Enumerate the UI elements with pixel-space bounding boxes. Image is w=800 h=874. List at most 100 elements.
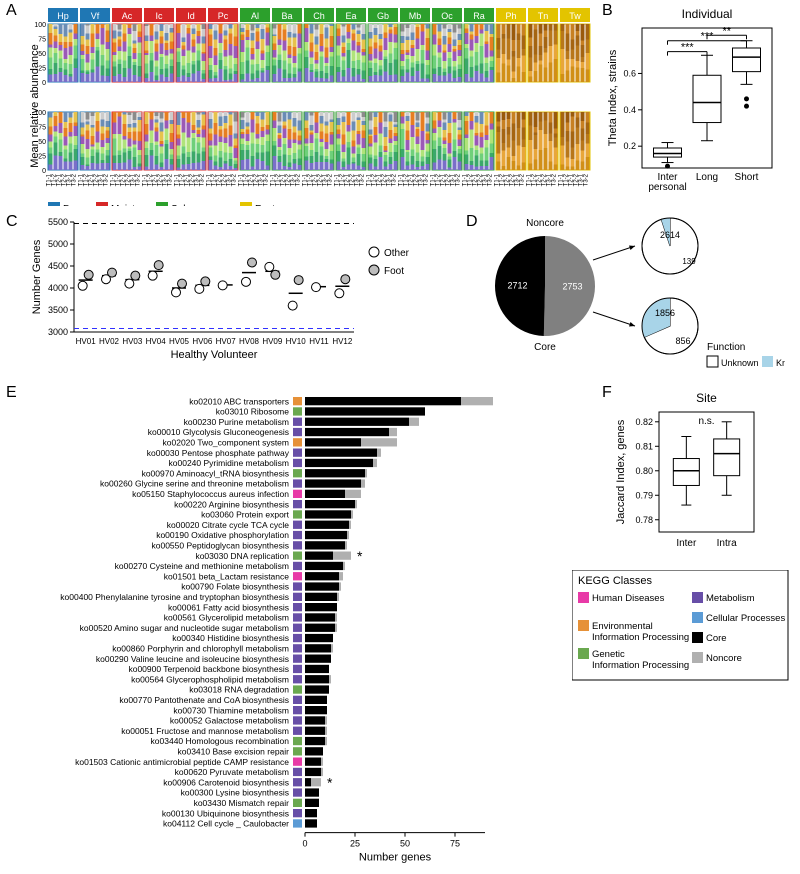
svg-text:Short: Short [735, 172, 759, 183]
svg-text:1856: 1856 [655, 308, 675, 318]
svg-text:ko00010 Glycolysis Gluconeog: ko00010 Glycolysis Gluconeogenesis [148, 427, 289, 437]
svg-text:Vf: Vf [91, 11, 100, 21]
svg-text:ko00130 Ubiquinone biosynthes: ko00130 Ubiquinone biosynthesis [162, 808, 289, 818]
svg-text:Human Diseases: Human Diseases [592, 593, 665, 604]
svg-text:ko01501 beta_Lactam resistanc: ko01501 beta_Lactam resistance [164, 571, 289, 581]
svg-text:T3-2: T3-2 [392, 173, 398, 186]
kegg-legend: KEGG Classes Human Diseases EnvironmentalI… [572, 570, 792, 700]
svg-text:ko00564 Glycerophospholipid m: ko00564 Glycerophospholipid metabolism [131, 674, 289, 684]
svg-text:Unknown: Unknown [721, 358, 759, 368]
svg-text:ko00020 Citrate cycle TCA cyc: ko00020 Citrate cycle TCA cycle [167, 520, 289, 530]
svg-text:Environmental: Environmental [592, 621, 653, 632]
svg-text:0.4: 0.4 [623, 105, 636, 115]
svg-text:ko00052 Galactose metabolism: ko00052 Galactose metabolism [170, 716, 289, 726]
svg-text:Gb: Gb [377, 11, 389, 21]
svg-text:Foot: Foot [255, 204, 275, 206]
svg-text:*: * [357, 548, 363, 564]
svg-text:ko03018 RNA degradation: ko03018 RNA degradation [189, 685, 289, 695]
svg-text:Healthy Volunteer: Healthy Volunteer [171, 349, 258, 361]
svg-text:0.6: 0.6 [623, 68, 636, 78]
svg-text:100: 100 [34, 22, 46, 29]
svg-text:HV10: HV10 [286, 337, 307, 346]
svg-text:2614: 2614 [660, 230, 680, 240]
svg-text:75: 75 [38, 37, 46, 44]
svg-text:Jaccard Index, genes: Jaccard Index, genes [615, 419, 627, 524]
svg-text:50: 50 [38, 139, 46, 146]
svg-text:Oc: Oc [441, 11, 453, 21]
svg-text:ko00770 Pantothenate and CoA: ko00770 Pantothenate and CoA biosynthesi… [119, 695, 289, 705]
svg-text:ko00061 Fatty acid biosynthes: ko00061 Fatty acid biosynthesis [168, 602, 289, 612]
svg-text:T3-2: T3-2 [232, 173, 238, 186]
svg-text:Ic: Ic [155, 11, 163, 21]
svg-text:75: 75 [38, 125, 46, 132]
svg-text:HV08: HV08 [239, 337, 260, 346]
svg-text:HV03: HV03 [122, 337, 143, 346]
svg-text:Tw: Tw [569, 11, 581, 21]
svg-text:0.81: 0.81 [635, 441, 653, 451]
svg-text:ko00561 Glycerolipid metaboli: ko00561 Glycerolipid metabolism [164, 613, 289, 623]
svg-text:25: 25 [38, 154, 46, 161]
svg-text:T3-2: T3-2 [200, 173, 206, 186]
panel-d-chart: 27532712NoncoreCore26141391856856Functio… [475, 216, 785, 376]
svg-text:ko00970 Aminoacyl_tRNA biosyn: ko00970 Aminoacyl_tRNA biosynthesis [142, 468, 289, 478]
svg-text:Long: Long [696, 172, 718, 183]
svg-text:Foot: Foot [384, 266, 404, 277]
svg-text:Known: Known [776, 358, 785, 368]
svg-text:Dry: Dry [63, 204, 79, 206]
svg-text:Number Genes: Number Genes [31, 239, 43, 314]
svg-text:Pc: Pc [218, 11, 229, 21]
svg-text:2712: 2712 [507, 281, 527, 291]
svg-text:ko03430 Mismatch repair: ko03430 Mismatch repair [194, 798, 290, 808]
svg-text:T3-2: T3-2 [456, 173, 462, 186]
svg-text:ko03010 Ribosome: ko03010 Ribosome [216, 407, 290, 417]
svg-text:Other: Other [384, 248, 410, 259]
svg-text:T3-2: T3-2 [168, 173, 174, 186]
panel-e-label: E [6, 384, 17, 402]
svg-text:50: 50 [38, 51, 46, 58]
svg-text:n.s.: n.s. [698, 416, 714, 427]
svg-text:0.80: 0.80 [635, 466, 653, 476]
svg-text:T3-2: T3-2 [296, 173, 302, 186]
svg-text:ko02010 ABC transporters: ko02010 ABC transporters [189, 396, 289, 406]
svg-text:Number genes: Number genes [359, 852, 432, 864]
svg-text:HV06: HV06 [192, 337, 213, 346]
svg-text:KEGG Classes: KEGG Classes [578, 575, 652, 587]
svg-text:Genetic: Genetic [592, 649, 625, 660]
svg-text:ko00270 Cysteine and methioni: ko00270 Cysteine and methionine metaboli… [115, 561, 289, 571]
panel-f-chart: Site0.780.790.800.810.82Jaccard Index, g… [614, 392, 774, 562]
svg-text:HV12: HV12 [332, 337, 353, 346]
svg-text:139: 139 [682, 257, 696, 266]
svg-text:T3-2: T3-2 [328, 173, 334, 186]
svg-text:ko00400 Phenylalanine tyrosin: ko00400 Phenylalanine tyrosine and trypt… [60, 592, 289, 602]
svg-text:0.79: 0.79 [635, 490, 653, 500]
svg-text:Information Processing: Information Processing [592, 632, 689, 643]
svg-text:25: 25 [350, 839, 360, 849]
svg-text:0: 0 [42, 168, 46, 175]
svg-text:2753: 2753 [562, 281, 582, 291]
svg-text:100: 100 [34, 110, 46, 117]
svg-text:Mean relative abundance: Mean relative abundance [29, 44, 41, 168]
svg-text:3000: 3000 [48, 327, 68, 337]
svg-text:ko00260 Glycine serine and th: ko00260 Glycine serine and threonine met… [100, 479, 289, 489]
svg-text:ko00730 Thiamine metabolism: ko00730 Thiamine metabolism [173, 705, 289, 715]
svg-text:ko00906 Carotenoid biosynthes: ko00906 Carotenoid biosynthesis [163, 777, 289, 787]
panel-e-chart: ko02010 ABC transportersko03010 Ribosome… [20, 388, 580, 868]
svg-text:4500: 4500 [48, 261, 68, 271]
svg-text:HV02: HV02 [99, 337, 120, 346]
svg-text:Ph: Ph [505, 11, 516, 21]
svg-text:Moist: Moist [111, 204, 135, 206]
svg-text:ko00230 Purine metabolism: ko00230 Purine metabolism [184, 417, 289, 427]
svg-text:ko04112 Cell cycle _ Caulobac: ko04112 Cell cycle _ Caulobacter [163, 819, 289, 829]
svg-text:ko01503 Cationic antimicrobia: ko01503 Cationic antimicrobial peptide C… [75, 757, 289, 767]
panel-a-label: A [6, 2, 17, 20]
svg-text:Inter: Inter [676, 538, 697, 549]
svg-text:HV01: HV01 [76, 337, 97, 346]
svg-text:Cellular Processes: Cellular Processes [706, 613, 785, 624]
svg-text:ko00520 Amino sugar and nucle: ko00520 Amino sugar and nucleotide sugar… [80, 623, 289, 633]
svg-text:ko02020 Two_component system: ko02020 Two_component system [163, 438, 289, 448]
svg-text:HV04: HV04 [146, 337, 167, 346]
svg-text:0.82: 0.82 [635, 417, 653, 427]
svg-text:25: 25 [38, 66, 46, 73]
panel-a-chart: Mean relative abundance0255075100HV04HpV… [28, 6, 598, 206]
svg-text:ko03060 Protein export: ko03060 Protein export [201, 510, 290, 520]
